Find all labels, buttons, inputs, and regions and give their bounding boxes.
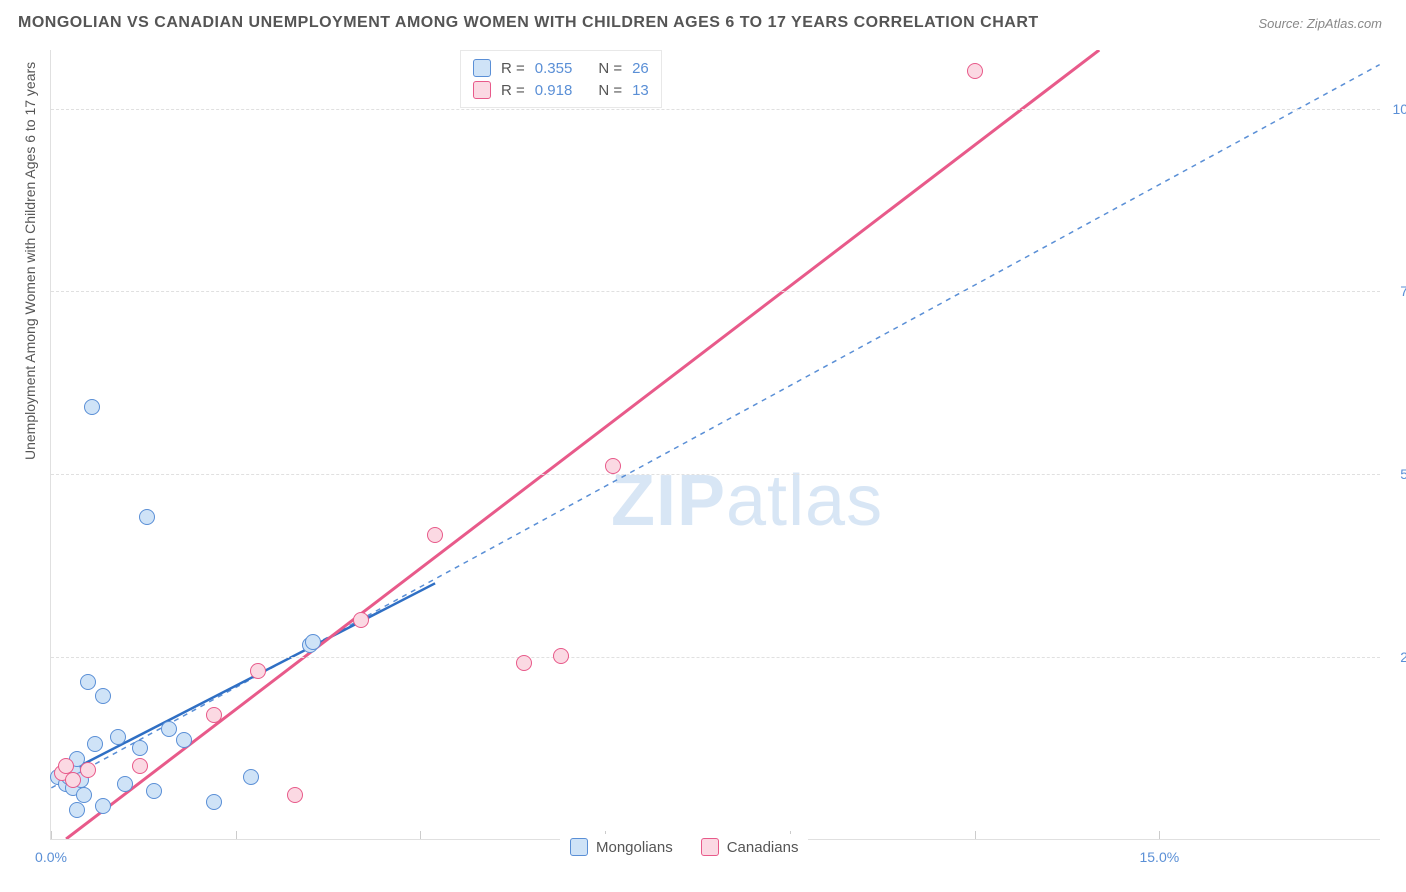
data-point-mongolians <box>117 776 133 792</box>
data-point-canadians <box>967 63 983 79</box>
data-point-mongolians <box>87 736 103 752</box>
y-tick-label: 100.0% <box>1384 101 1406 117</box>
data-point-canadians <box>287 787 303 803</box>
gridline-h <box>51 657 1380 658</box>
data-point-mongolians <box>132 740 148 756</box>
r-label: R = <box>501 82 525 99</box>
regression-lines <box>51 50 1380 839</box>
legend-swatch <box>570 838 588 856</box>
legend-label: Canadians <box>727 839 799 856</box>
n-label: N = <box>598 82 622 99</box>
y-tick-label: 50.0% <box>1384 466 1406 482</box>
data-point-mongolians <box>146 783 162 799</box>
data-point-mongolians <box>161 721 177 737</box>
legend-item: Mongolians <box>570 838 673 856</box>
x-tick <box>51 831 52 839</box>
data-point-canadians <box>80 762 96 778</box>
data-point-mongolians <box>305 634 321 650</box>
x-tick <box>236 831 237 839</box>
data-point-canadians <box>250 663 266 679</box>
data-point-canadians <box>553 648 569 664</box>
data-point-canadians <box>605 458 621 474</box>
stats-row: R = 0.355 N = 26 <box>473 57 649 79</box>
x-tick <box>975 831 976 839</box>
data-point-mongolians <box>95 798 111 814</box>
data-point-mongolians <box>95 688 111 704</box>
source-label: Source: ZipAtlas.com <box>1258 16 1382 31</box>
r-label: R = <box>501 60 525 77</box>
gridline-h <box>51 291 1380 292</box>
plot-area: ZIPatlas 25.0%50.0%75.0%100.0%0.0%15.0% <box>50 50 1380 840</box>
data-point-mongolians <box>84 399 100 415</box>
y-axis-label: Unemployment Among Women with Children A… <box>22 62 38 460</box>
x-tick <box>420 831 421 839</box>
data-point-mongolians <box>243 769 259 785</box>
series-legend: Mongolians Canadians <box>560 834 808 860</box>
n-value: 26 <box>632 60 649 77</box>
stats-legend: R = 0.355 N = 26 R = 0.918 N = 13 <box>460 50 662 108</box>
data-point-canadians <box>353 612 369 628</box>
n-value: 13 <box>632 82 649 99</box>
data-point-mongolians <box>110 729 126 745</box>
gridline-h <box>51 474 1380 475</box>
x-tick-label: 15.0% <box>1139 849 1179 865</box>
data-point-canadians <box>132 758 148 774</box>
stats-row: R = 0.918 N = 13 <box>473 79 649 101</box>
legend-item: Canadians <box>701 838 799 856</box>
gridline-h <box>51 109 1380 110</box>
data-point-mongolians <box>76 787 92 803</box>
data-point-canadians <box>58 758 74 774</box>
data-point-canadians <box>206 707 222 723</box>
legend-swatch <box>701 838 719 856</box>
data-point-mongolians <box>176 732 192 748</box>
data-point-canadians <box>427 527 443 543</box>
y-tick-label: 75.0% <box>1384 283 1406 299</box>
watermark: ZIPatlas <box>611 460 883 542</box>
data-point-mongolians <box>80 674 96 690</box>
r-value: 0.918 <box>535 82 573 99</box>
legend-swatch <box>473 59 491 77</box>
x-tick-label: 0.0% <box>35 849 67 865</box>
legend-swatch <box>473 81 491 99</box>
n-label: N = <box>598 60 622 77</box>
r-value: 0.355 <box>535 60 573 77</box>
data-point-mongolians <box>206 794 222 810</box>
data-point-canadians <box>516 655 532 671</box>
data-point-mongolians <box>139 509 155 525</box>
x-tick <box>1159 831 1160 839</box>
data-point-mongolians <box>69 802 85 818</box>
legend-label: Mongolians <box>596 839 673 856</box>
data-point-canadians <box>65 772 81 788</box>
y-tick-label: 25.0% <box>1384 649 1406 665</box>
chart-title: MONGOLIAN VS CANADIAN UNEMPLOYMENT AMONG… <box>18 14 1039 32</box>
